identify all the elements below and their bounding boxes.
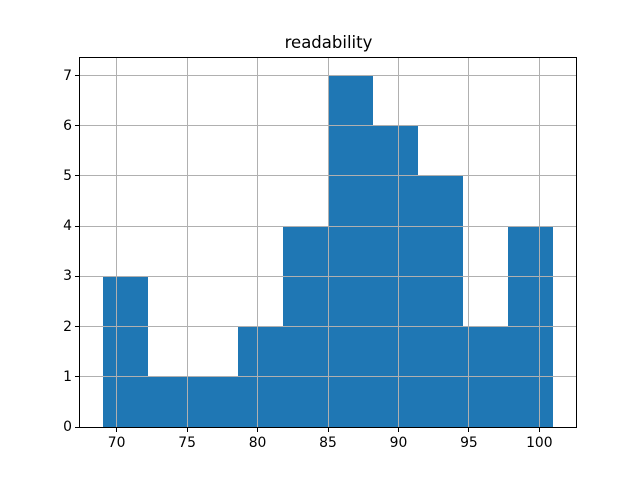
x-tick-label: 90 bbox=[389, 435, 408, 451]
y-tick-label: 6 bbox=[63, 117, 72, 134]
y-axis-tick bbox=[75, 426, 79, 428]
y-tick-label: 2 bbox=[63, 318, 72, 335]
y-axis-tick bbox=[75, 75, 79, 77]
x-tick-label: 80 bbox=[248, 435, 267, 451]
x-axis-tick bbox=[468, 428, 470, 432]
gridline-vertical bbox=[327, 58, 329, 427]
histogram-bar bbox=[147, 376, 193, 427]
histogram-bar bbox=[192, 376, 238, 427]
y-axis-tick bbox=[75, 275, 79, 277]
histogram-bar bbox=[418, 175, 464, 427]
gridline-vertical bbox=[538, 58, 540, 427]
histogram-bar bbox=[102, 276, 148, 427]
x-axis-tick bbox=[186, 428, 188, 432]
gridline-vertical bbox=[468, 58, 470, 427]
y-tick-label: 0 bbox=[63, 419, 72, 435]
plot-area: 70 75 80 85 90 95 100 0 1 2 3 4 5 6 7 bbox=[63, 57, 577, 451]
y-tick-label: 7 bbox=[63, 67, 72, 84]
y-axis-tick bbox=[75, 376, 79, 378]
x-tick-label: 100 bbox=[526, 435, 553, 451]
y-tick-label: 5 bbox=[63, 167, 72, 184]
y-tick-label: 4 bbox=[63, 218, 72, 235]
x-tick-label: 85 bbox=[319, 435, 337, 451]
y-axis-tick bbox=[75, 125, 79, 127]
x-tick-label: 95 bbox=[460, 435, 478, 451]
y-tick-label: 3 bbox=[63, 268, 72, 285]
x-axis-tick bbox=[538, 428, 540, 432]
x-tick-label: 70 bbox=[107, 435, 126, 451]
y-axis-tick bbox=[75, 326, 79, 328]
gridline-vertical bbox=[116, 58, 118, 427]
histogram-bar bbox=[328, 75, 374, 427]
y-axis-tick bbox=[75, 225, 79, 227]
gridline-vertical bbox=[186, 58, 188, 427]
y-tick-label: 1 bbox=[63, 368, 72, 385]
x-axis-tick bbox=[257, 428, 259, 432]
x-axis-tick bbox=[327, 428, 329, 432]
x-axis-tick bbox=[397, 428, 399, 432]
chart-title: readability bbox=[284, 33, 373, 52]
x-tick-label: 75 bbox=[178, 435, 196, 451]
gridline-vertical bbox=[257, 58, 259, 427]
gridline-vertical bbox=[397, 58, 399, 427]
y-axis-tick bbox=[75, 175, 79, 177]
x-axis-tick bbox=[116, 428, 118, 432]
